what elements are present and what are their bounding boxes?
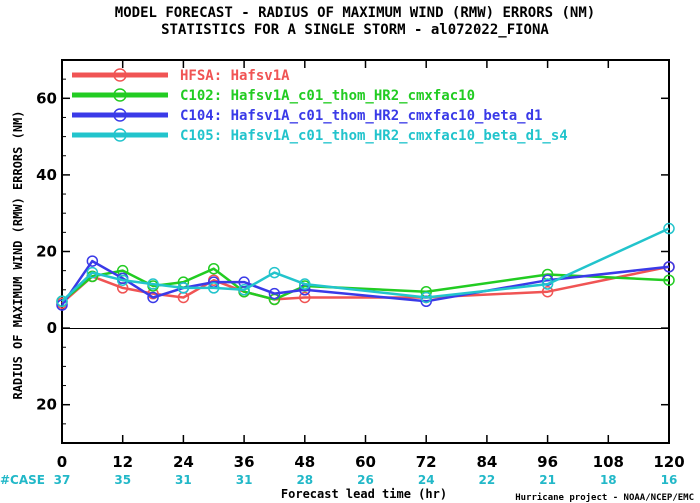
data-point [299,278,311,290]
data-point [208,262,220,275]
data-point [116,274,129,286]
data-point [268,266,281,279]
case-count: 18 [600,473,617,487]
x-tick-label: 96 [537,453,558,471]
chart-subtitle: STATISTICS FOR A SINGLE STORM - al072022… [161,22,549,38]
case-count: 31 [236,473,253,487]
x-tick-label: 60 [355,453,376,471]
legend-label: HFSA: Hafsv1A [180,68,290,84]
x-tick-label: 36 [234,453,255,471]
x-tick-label: 72 [416,453,437,471]
x-axis-label: Forecast lead time (hr) [281,487,447,501]
x-tick-label: 108 [593,453,624,471]
y-tick-label: 60 [36,89,57,107]
legend-swatch-marker [113,108,127,122]
case-counts: 37 35 31 31 28 26 24 22 21 18 16 [54,473,678,487]
data-point [268,287,281,300]
y-axis-label: RADIUS OF MAXIMUM WIND (RMW) ERRORS (NM) [11,111,25,400]
case-count: 37 [54,473,71,487]
x-tick-label: 12 [112,453,133,471]
case-count: 21 [539,473,556,487]
case-label: #CASE [0,473,45,487]
series-layer [56,222,675,311]
x-tick-label: 48 [294,453,315,471]
data-point [86,266,99,279]
data-point [208,282,220,294]
case-count: 28 [296,473,313,487]
series-line-3 [60,259,670,306]
legend-label: C105: Hafsv1A_c01_thom_HR2_cmxfac10_beta… [180,128,568,144]
data-point [86,255,99,267]
x-tick-label: 0 [57,453,67,471]
data-point [541,278,554,290]
x-tick-label: 120 [653,453,684,471]
x-tick-label: 24 [173,453,194,471]
legend-swatch-marker [113,88,127,102]
data-point [541,285,554,298]
chart-title: MODEL FORECAST - RADIUS OF MAXIMUM WIND … [115,5,595,21]
legend-label: C102: Hafsv1A_c01_thom_HR2_cmxfac10 [180,88,475,104]
case-count: 35 [114,473,131,487]
y-tick-label: 20 [36,243,57,261]
case-count: 16 [661,473,678,487]
data-point [663,261,675,273]
case-count: 31 [175,473,192,487]
data-point [238,276,250,288]
legend-swatch-marker [113,128,127,142]
data-point [147,291,159,304]
x-tick-label: 84 [476,453,497,471]
y-tick-label: 20 [36,396,57,414]
data-point [663,274,675,286]
x-axis-ticks: 0 12 24 36 48 60 72 84 96 108 120 [57,60,685,471]
case-count: 22 [479,473,496,487]
case-count: 26 [357,473,374,487]
data-point [420,291,432,304]
legend-swatch-marker [113,68,127,82]
y-tick-label: 0 [47,319,57,337]
y-tick-label: 40 [36,166,57,184]
credit-text: Hurricane project - NOAA/NCEP/EMC [515,492,694,503]
y-axis-ticks: 20 0 20 40 60 [36,59,669,444]
legend-label: C104: Hafsv1A_c01_thom_HR2_cmxfac10_beta… [180,108,542,124]
data-point [177,282,190,294]
data-point [238,284,250,296]
data-point [56,295,68,308]
data-point [299,291,311,304]
legend: HFSA: Hafsv1A C102: Hafsv1A_c01_thom_HR2_… [72,68,568,144]
case-count: 24 [418,473,435,487]
data-point [663,222,675,235]
data-point [147,278,159,290]
